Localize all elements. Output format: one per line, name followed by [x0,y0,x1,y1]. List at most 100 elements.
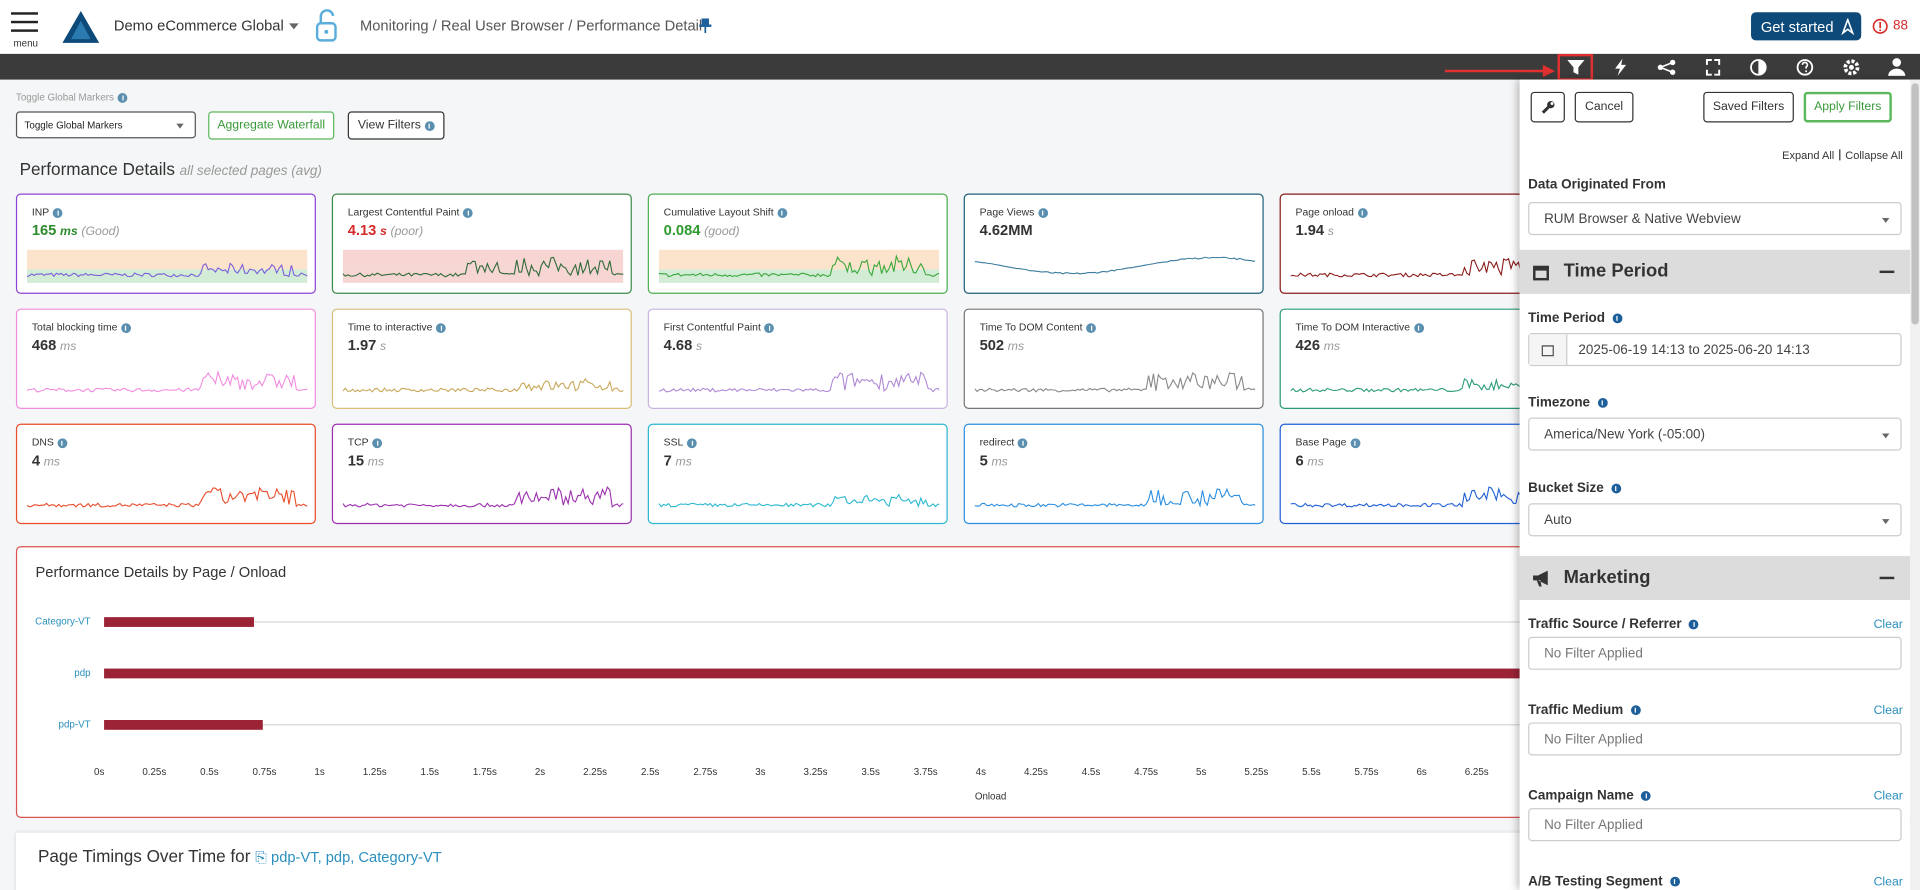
toggle-select[interactable]: Toggle Global Markers [15,111,196,139]
info-icon [1630,705,1641,716]
metric-card[interactable]: TCP 15 ms [331,423,632,525]
card-value: 426 ms [1296,337,1341,354]
field-input[interactable]: No Filter Applied [1528,636,1902,670]
sparkline-path [26,262,308,278]
sparkline [974,487,1256,508]
collapse-all[interactable]: Collapse All [1845,149,1903,162]
sparkline [26,369,308,393]
sparkline-path [26,369,308,393]
user-icon[interactable] [1888,58,1906,76]
value: 1.97 [347,336,377,354]
view-filters-button[interactable]: View Filters [347,111,445,140]
section-header[interactable]: Time Period [1519,249,1911,294]
status: (poor) [390,225,424,239]
lock-icon[interactable] [313,7,340,44]
x-tick-label: 4s [976,767,986,778]
clear-link[interactable]: Clear [1873,618,1903,632]
timings-pages[interactable]: ⎘ pdp-VT, pdp, Category-VT [255,848,442,866]
aggregate-waterfall-button[interactable]: Aggregate Waterfall [208,111,335,140]
menu-label: menu [13,37,38,49]
info-icon [1669,876,1680,887]
info-icon [52,207,63,218]
unit: ms [991,455,1008,469]
value: 4.13 [347,221,377,239]
card-title-text: Cumulative Layout Shift [663,205,774,218]
status: (good) [704,225,740,239]
menu-icon[interactable] [11,11,38,33]
field-label: A/B Testing Segment [1528,874,1680,889]
field-input[interactable]: No Filter Applied [1528,722,1902,756]
chart-title: Performance Details by Page / Onload [36,565,287,581]
alert-icon[interactable] [1872,18,1888,34]
cal [1541,345,1554,357]
pin-icon[interactable] [699,18,712,34]
metric-card[interactable]: First Contentful Paint 4.68 s [647,308,948,409]
contrast-icon[interactable] [1750,59,1767,76]
field-label-text: Traffic Medium [1528,702,1624,718]
metric-card[interactable]: Time To DOM Content 502 ms [963,308,1264,409]
card-value: 4.68 s [664,337,702,354]
bar [104,720,263,730]
value: 15 [347,451,365,469]
metric-card[interactable]: DNS 4 ms [15,423,316,525]
card-title: SSL [664,436,697,448]
card-value: 4 ms [32,452,60,469]
clear-link[interactable]: Clear [1873,875,1903,889]
filter-panel: Cancel Saved Filters Apply Filters Expan… [1519,79,1911,890]
wrench-button[interactable] [1530,91,1565,123]
field-input[interactable]: No Filter Applied [1528,808,1902,842]
x-tick-label: 0s [94,767,104,778]
x-tick-label: 5s [1196,767,1206,778]
help-icon[interactable] [1796,59,1814,76]
origin-select[interactable]: RUM Browser & Native Webview [1528,202,1902,236]
field-input[interactable]: America/New York (-05:00) [1528,417,1902,451]
x-tick-label: 6s [1416,767,1426,778]
cancel-button[interactable]: Cancel [1574,91,1634,123]
apply-filters-button[interactable]: Apply Filters [1803,91,1892,123]
scrollbar [1910,79,1920,890]
x-tick-label: 5.25s [1244,767,1268,778]
metric-card[interactable]: Time to interactive 1.97 s [331,308,632,409]
alert-count[interactable]: 88 [1893,18,1909,34]
section-header[interactable]: Marketing [1519,555,1911,601]
calendar-button[interactable] [1529,334,1568,365]
timings-pages-text[interactable]: pdp-VT, pdp, Category-VT [271,848,442,866]
clear-link[interactable]: Clear [1873,789,1903,804]
x-tick-label: 0.5s [200,767,219,778]
metric-card[interactable]: SSL 7 ms [647,423,948,525]
info-icon [57,438,68,448]
expand-all[interactable]: Expand All [1782,149,1835,162]
clear-link[interactable]: Clear [1873,704,1903,718]
info-icon [1038,207,1048,218]
collapse-icon[interactable] [1879,576,1895,580]
x-tick-label: 4.75s [1134,767,1158,778]
filter-icon[interactable] [1567,60,1585,75]
org-name[interactable]: Demo eCommerce Global [113,17,284,35]
metric-card[interactable]: Cumulative Layout Shift 0.084 (good) [647,193,948,294]
settings-icon[interactable] [1843,59,1860,76]
card-value: 502 ms [980,337,1025,354]
field-value: 2025-06-19 14:13 to 2025-06-20 14:13 [1578,342,1810,357]
x-tick-label: 1.25s [363,767,387,778]
origin-label: Data Originated From [1528,177,1666,193]
get-started-button[interactable]: Get started [1751,12,1862,41]
field-value: No Filter Applied [1544,645,1643,661]
field-input[interactable]: Auto [1528,503,1902,537]
band [342,249,624,270]
share-icon[interactable] [1657,59,1676,75]
card-title-text: Time To DOM Interactive [1295,320,1411,334]
value: 7 [663,451,672,469]
x-tick-label: 2.5s [641,767,660,778]
saved-filters-button[interactable]: Saved Filters [1703,91,1794,123]
metric-card[interactable]: redirect 5 ms [963,423,1264,525]
card-title: Base Page [1296,436,1360,448]
fullscreen-icon[interactable] [1705,59,1721,76]
metric-card[interactable]: INP 165 ms (Good) [15,193,316,294]
collapse-icon[interactable] [1879,270,1895,274]
flash-icon[interactable] [1615,58,1627,76]
unit: ms [367,455,385,469]
metric-card[interactable]: Total blocking time 468 ms [15,308,316,409]
metric-card[interactable]: Largest Contentful Paint 4.13 s (poor) [331,193,632,294]
field-input[interactable]: 2025-06-19 14:13 to 2025-06-20 14:13 [1528,333,1902,367]
metric-card[interactable]: Page Views 4.62MM [963,193,1264,294]
